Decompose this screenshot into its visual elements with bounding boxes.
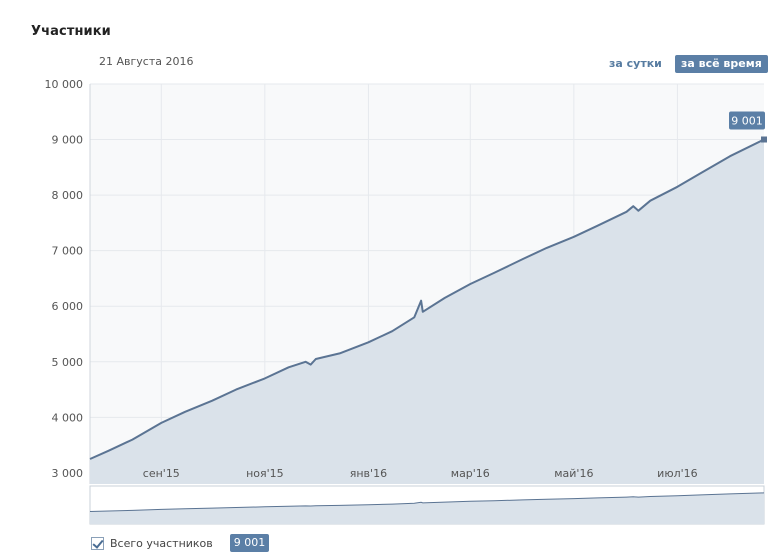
last-value-label: 9 001	[731, 115, 763, 128]
series-checkbox[interactable]	[91, 536, 104, 550]
period-all-time-button[interactable]: за всё время	[675, 55, 768, 73]
members-chart: 3 000 4 000 5 000 6 000 7 000 8 000 9 000 10 00…	[45, 78, 767, 525]
y-tick-label: 5 000	[52, 356, 84, 369]
chart-legend: Всего участников 9 001	[91, 534, 270, 552]
navigator-line	[89, 492, 765, 512]
period-day-button[interactable]: за сутки	[609, 57, 662, 70]
current-date: 21 Августа 2016	[99, 55, 194, 68]
y-tick-label: 3 000	[52, 467, 84, 480]
last-value-badge	[729, 111, 765, 130]
series-area	[90, 139, 764, 484]
y-tick-label: 7 000	[52, 245, 84, 258]
x-tick-label: май'16	[554, 467, 593, 480]
x-tick-label: сен'15	[143, 467, 180, 480]
y-tick-label: 6 000	[52, 300, 84, 313]
x-tick-label: мар'16	[451, 467, 490, 480]
y-tick-label: 9 000	[52, 134, 84, 147]
x-tick-label: июл'16	[657, 467, 697, 480]
legend-value-badge: 9 001	[229, 534, 270, 552]
x-tick-label: янв'16	[350, 467, 387, 480]
navigator-area	[90, 492, 764, 524]
y-tick-label: 8 000	[52, 189, 84, 202]
x-tick-label: ноя'15	[246, 467, 284, 480]
last-point-marker	[761, 136, 767, 143]
series-line	[89, 138, 765, 460]
y-tick-label: 10 000	[45, 78, 84, 91]
legend-label: Всего участников	[110, 536, 213, 550]
page-title: Участники	[31, 24, 111, 39]
y-tick-label: 4 000	[52, 411, 84, 424]
